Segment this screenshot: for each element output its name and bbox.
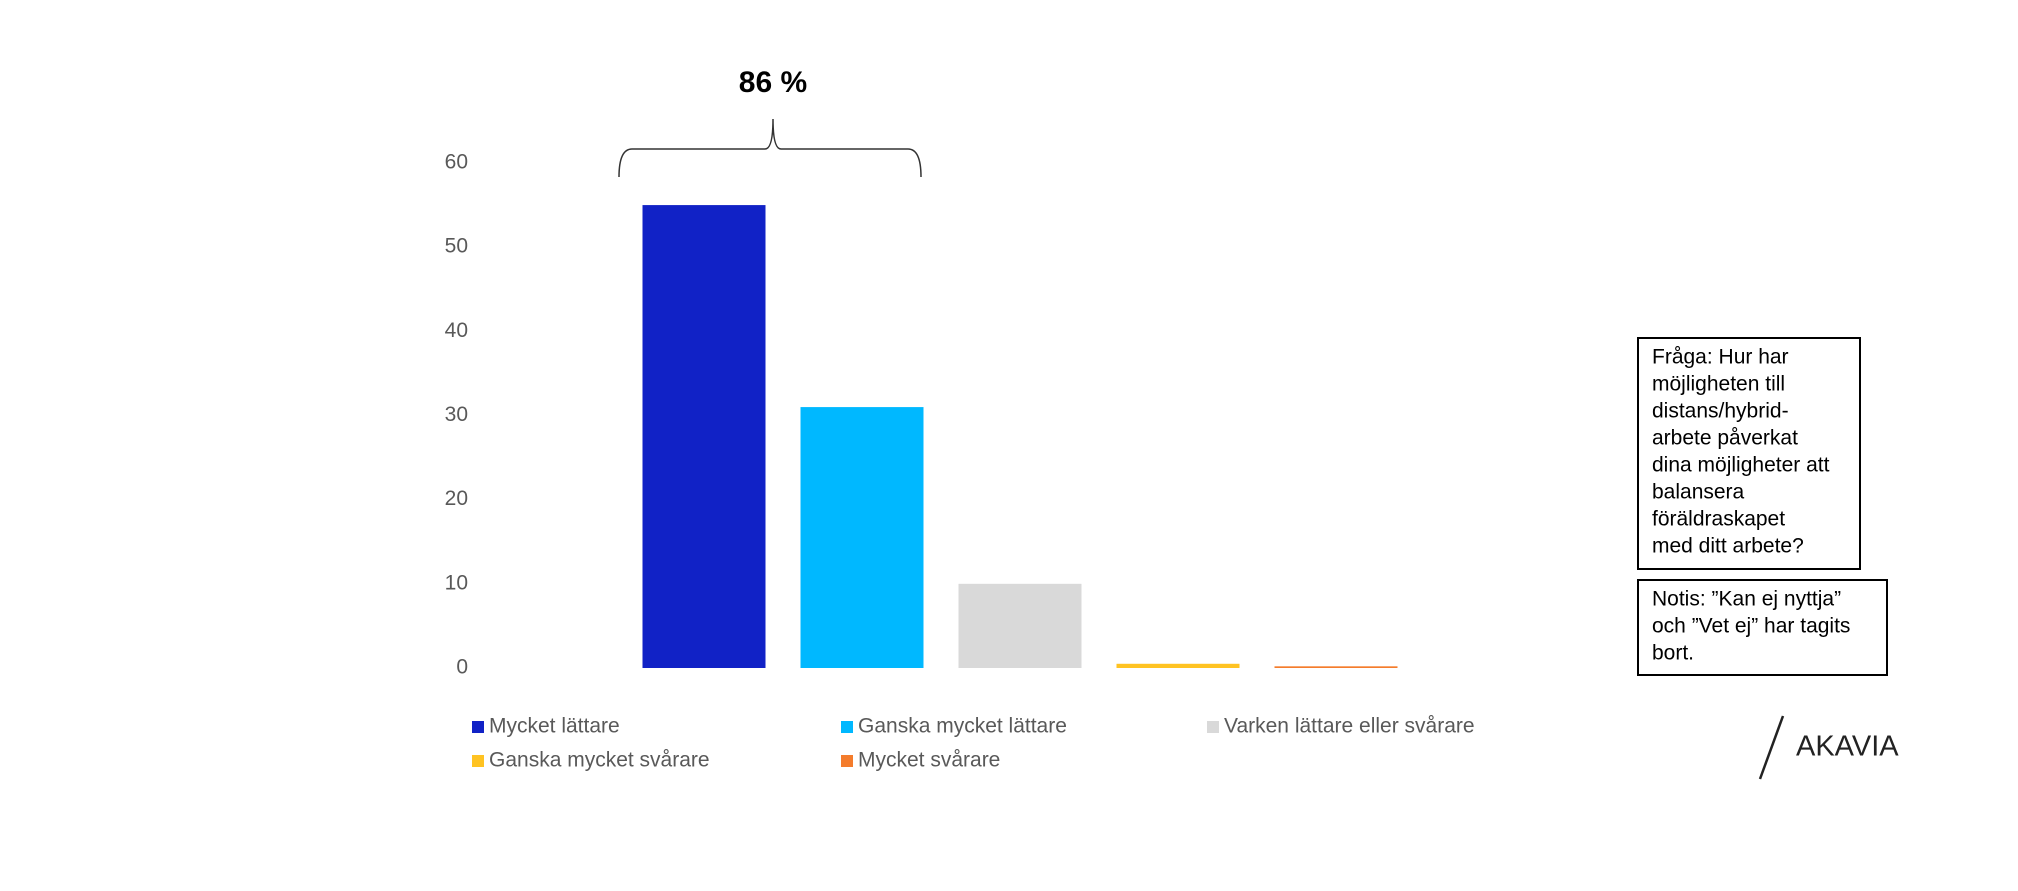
legend-label: Varken lättare eller svårare <box>1224 715 1475 738</box>
legend-label: Mycket lättare <box>489 715 620 738</box>
y-tick-label: 50 <box>445 235 468 258</box>
bar <box>1116 663 1240 668</box>
brace <box>618 118 922 178</box>
legend-swatch <box>1207 721 1219 733</box>
question-line: dina möjligheter att <box>1652 454 1830 477</box>
y-tick-label: 0 <box>456 656 468 679</box>
legend-swatch <box>472 755 484 767</box>
logo: AKAVIA <box>1796 731 1899 763</box>
question-line: balansera <box>1652 481 1745 504</box>
bar <box>800 407 924 668</box>
legend-label: Mycket svårare <box>858 749 1000 772</box>
annotation: 86 % <box>739 66 807 99</box>
y-tick-label: 10 <box>445 571 468 594</box>
y-tick-label: 60 <box>445 151 468 174</box>
legend-swatch <box>472 721 484 733</box>
bar <box>642 205 766 669</box>
note-line: Notis: ”Kan ej nyttja” <box>1652 588 1841 611</box>
question-line: distans/hybrid- <box>1652 400 1789 423</box>
logo-slash <box>1758 715 1785 780</box>
legend-label: Ganska mycket lättare <box>858 715 1067 738</box>
question-box <box>1637 337 1861 570</box>
question-line: föräldraskapet <box>1652 508 1785 531</box>
bar <box>958 583 1082 668</box>
question-line: Fråga: Hur har <box>1652 346 1789 369</box>
question-line: med ditt arbete? <box>1652 535 1804 558</box>
note-line: och ”Vet ej” har tagits <box>1652 615 1850 638</box>
note-line: bort. <box>1652 642 1694 665</box>
question-line: arbete påverkat <box>1652 427 1798 450</box>
legend-swatch <box>841 721 853 733</box>
legend-swatch <box>841 755 853 767</box>
note-box <box>1637 579 1888 676</box>
bar <box>1274 666 1398 668</box>
y-tick-label: 30 <box>445 403 468 426</box>
y-tick-label: 20 <box>445 487 468 510</box>
y-tick-label: 40 <box>445 319 468 342</box>
legend-label: Ganska mycket svårare <box>489 749 710 772</box>
question-line: möjligheten till <box>1652 373 1785 396</box>
